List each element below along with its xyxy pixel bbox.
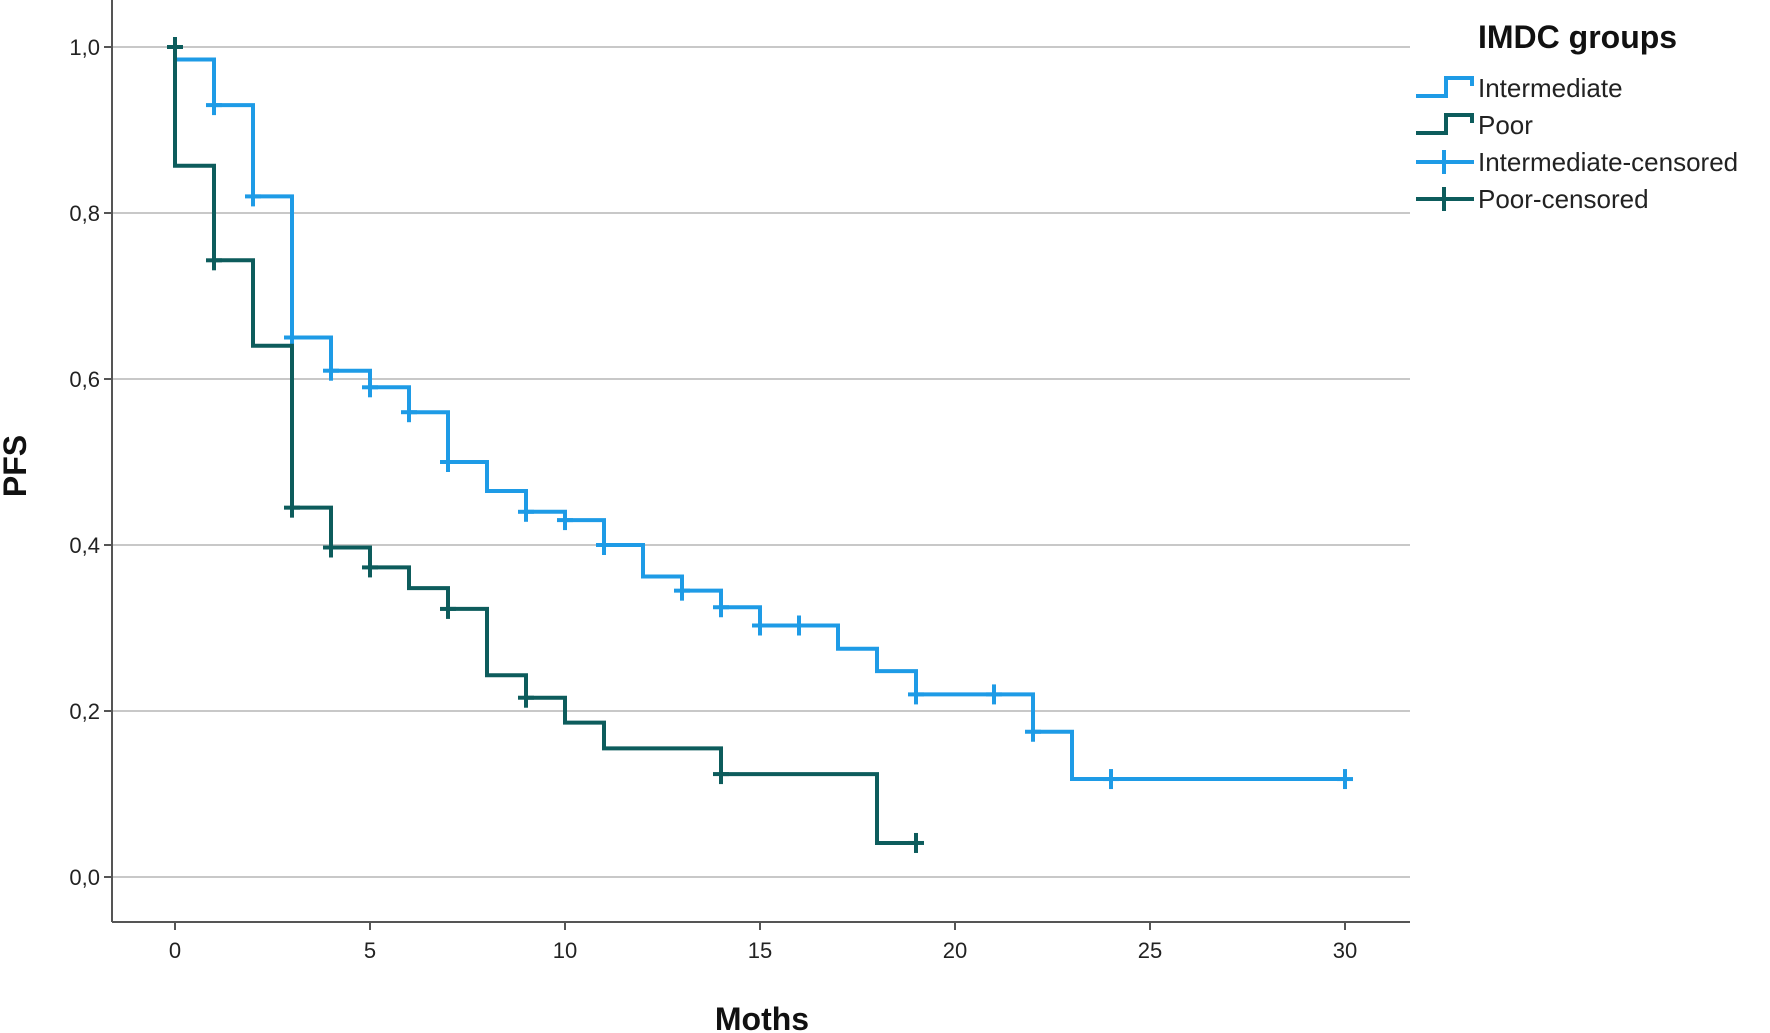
legend-label: Poor-censored [1478, 184, 1649, 214]
x-tick-label: 0 [169, 938, 181, 963]
legend-entry: Intermediate-censored [1416, 147, 1738, 177]
y-tick-label: 0,0 [69, 865, 100, 890]
x-tick-label: 15 [748, 938, 772, 963]
legend-label: Poor [1478, 110, 1533, 140]
legend: IMDC groups Intermediate Poor Intermediate… [1416, 19, 1738, 214]
legend-label: Intermediate [1478, 73, 1623, 103]
x-axis-title: Moths [715, 1001, 809, 1033]
x-tick-label: 5 [364, 938, 376, 963]
gridlines [112, 46, 1410, 878]
y-tick-label: 0,6 [69, 367, 100, 392]
legend-entry: Poor-censored [1416, 184, 1649, 214]
series-line-poor [173, 47, 916, 845]
y-tick-label: 0,4 [69, 533, 100, 558]
y-tick-label: 0,2 [69, 699, 100, 724]
legend-label: Intermediate-censored [1478, 147, 1738, 177]
x-tick-label: 20 [943, 938, 967, 963]
legend-entry: Intermediate [1416, 73, 1623, 103]
x-tick-label: 10 [553, 938, 577, 963]
x-tick-label: 25 [1138, 938, 1162, 963]
y-tick-label: 1,0 [69, 35, 100, 60]
legend-swatch [1416, 113, 1474, 135]
series-layer [167, 37, 1353, 853]
y-axis-ticks: 0,0 0,2 0,4 0,6 0,8 1,0 [69, 35, 112, 890]
y-tick-label: 0,8 [69, 201, 100, 226]
x-tick-label: 30 [1333, 938, 1357, 963]
series-line-intermediate [173, 47, 1345, 782]
series-poor [167, 37, 924, 853]
legend-entry: Poor [1416, 110, 1533, 140]
legend-swatch [1416, 76, 1474, 98]
legend-title: IMDC groups [1478, 19, 1677, 55]
axes [111, 0, 1410, 923]
series-intermediate [173, 47, 1353, 790]
y-axis-title: PFS [0, 435, 33, 497]
x-axis-ticks: 0 5 10 15 20 25 30 [169, 922, 1357, 963]
